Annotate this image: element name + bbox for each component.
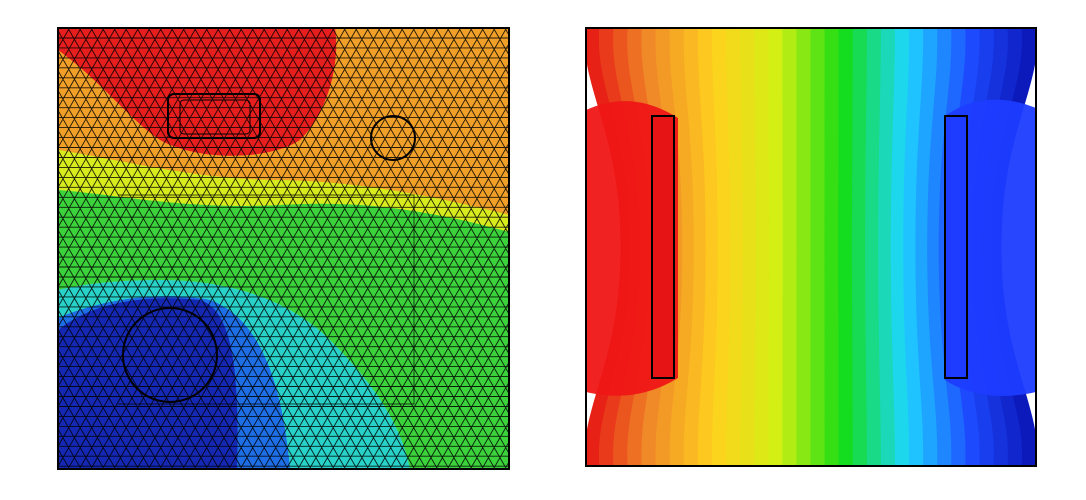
left-mesh-panel	[57, 27, 510, 470]
contour-band	[782, 28, 798, 466]
contour-band	[768, 28, 784, 466]
right-contour-panel	[585, 27, 1037, 467]
right-electrode	[944, 115, 968, 379]
contour-band	[851, 28, 868, 466]
rounded-rectangle-inclusion	[167, 93, 261, 139]
mesh-lines	[58, 28, 509, 469]
mesh-lattice	[58, 28, 509, 469]
large-circle-inclusion	[122, 307, 218, 403]
left-band-darkblue	[58, 298, 238, 469]
contour-band	[796, 28, 812, 466]
contour-band	[810, 28, 826, 466]
rounded-rectangle-inclusion-inner	[179, 99, 251, 135]
inner-square-path	[118, 194, 415, 405]
contour-band	[754, 28, 771, 466]
contour-band	[740, 28, 757, 466]
right-panel-border	[585, 27, 1037, 467]
left-band-green	[58, 190, 509, 469]
contour-band	[838, 28, 854, 466]
small-circle-inclusion	[370, 115, 416, 161]
left-panel-border	[57, 27, 510, 470]
left-electrode	[651, 115, 675, 379]
contour-band	[824, 28, 840, 466]
